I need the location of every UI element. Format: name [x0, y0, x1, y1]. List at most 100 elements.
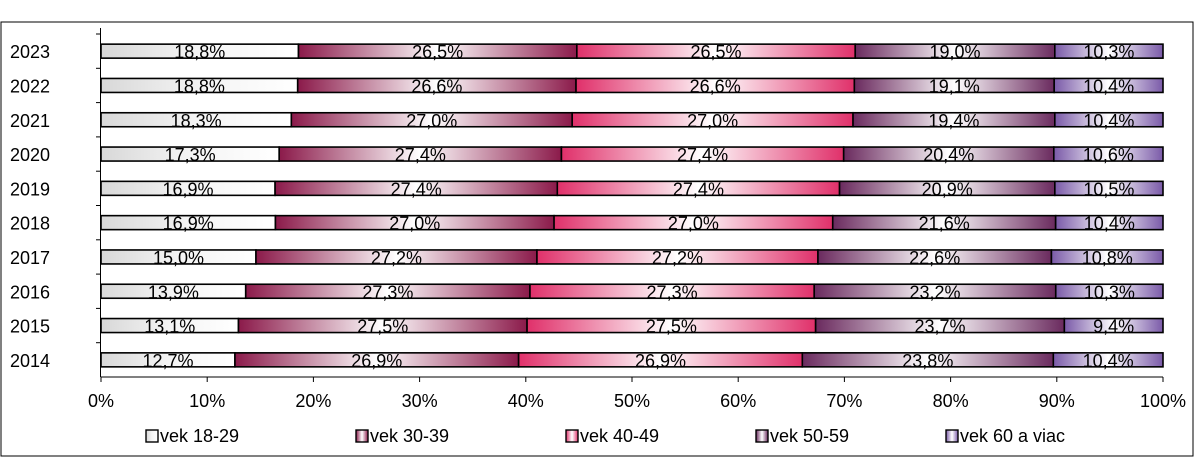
legend-label: vek 18-29 [160, 426, 239, 446]
data-label: 27,2% [652, 248, 703, 268]
x-tick-label: 20% [295, 391, 331, 411]
legend-item: vek 18-29 [145, 426, 239, 446]
x-tick-label: 30% [402, 391, 438, 411]
data-label: 23,8% [902, 351, 953, 371]
y-category-label: 2016 [10, 282, 50, 302]
y-category-label: 2014 [10, 351, 50, 371]
data-label: 10,4% [1083, 351, 1134, 371]
bar-segment [1054, 283, 1164, 300]
data-label: 18,8% [174, 76, 225, 96]
data-label: 27,4% [677, 145, 728, 165]
data-label: 26,5% [691, 42, 742, 62]
x-tick-label: 10% [189, 391, 225, 411]
legend-item: vek 40-49 [565, 426, 659, 446]
data-label: 22,6% [909, 248, 960, 268]
data-label: 27,4% [391, 179, 442, 199]
y-category-label: 2020 [10, 145, 50, 165]
bar-segment [1050, 249, 1164, 265]
data-label: 10,6% [1083, 145, 1134, 165]
data-label: 17,3% [165, 145, 216, 165]
data-label: 10,4% [1083, 111, 1134, 131]
data-label: 18,3% [171, 111, 222, 131]
x-tick-label: 40% [508, 391, 544, 411]
data-label: 27,3% [647, 282, 698, 302]
data-label: 10,4% [1084, 214, 1135, 234]
legend-swatch [355, 429, 369, 443]
data-label: 27,5% [357, 317, 408, 337]
data-label: 26,9% [351, 351, 402, 371]
bar-segment [1053, 146, 1164, 162]
y-category-label: 2021 [10, 111, 50, 131]
data-label: 27,0% [668, 214, 719, 234]
legend-swatch [145, 429, 159, 443]
x-tick-label: 60% [720, 391, 756, 411]
data-label: 18,8% [174, 42, 225, 62]
data-label: 27,0% [389, 214, 440, 234]
legend-item: vek 60 a viac [945, 426, 1065, 446]
bar-segment [1054, 111, 1164, 128]
legend-label: vek 60 a viac [960, 426, 1065, 446]
data-label: 13,1% [144, 317, 195, 337]
data-label: 13,9% [148, 282, 199, 302]
bar-segment [1054, 43, 1164, 59]
y-category-label: 2023 [10, 42, 50, 62]
data-labels-layer: 18,8% 26,5% 26,5% 19,0% 10,3% 18,8% 26,6% 26,6%… [142, 42, 1134, 371]
data-label: 10,8% [1082, 248, 1133, 268]
data-label: 27,0% [406, 111, 457, 131]
axis-layer: 0% 10% 20% 30% 40% 50% 60% 70% 80% 90% 100% 2023 202… [10, 28, 1186, 411]
x-tick-label: 70% [826, 391, 862, 411]
y-category-label: 2015 [10, 317, 50, 337]
partial-title [100, 0, 1100, 10]
data-label: 20,9% [922, 179, 973, 199]
data-label: 10,3% [1084, 282, 1135, 302]
legend-swatch [945, 429, 959, 443]
data-label: 16,9% [163, 214, 214, 234]
data-label: 10,3% [1083, 42, 1134, 62]
data-label: 19,4% [928, 111, 979, 131]
data-label: 27,5% [646, 317, 697, 337]
data-label: 23,7% [914, 317, 965, 337]
data-label: 26,5% [412, 42, 463, 62]
legend-swatch [755, 429, 769, 443]
legend-item: vek 30-39 [355, 426, 449, 446]
legend-swatch [565, 429, 579, 443]
data-label: 16,9% [163, 179, 214, 199]
legend-label: vek 50-59 [770, 426, 849, 446]
data-label: 26,9% [635, 351, 686, 371]
data-label: 27,4% [673, 179, 724, 199]
chart-border [0, 21, 1194, 457]
data-label: 19,0% [929, 42, 980, 62]
data-label: 27,3% [362, 282, 413, 302]
bar-segment [1063, 317, 1164, 334]
data-label: 10,5% [1083, 179, 1134, 199]
data-label: 19,1% [929, 76, 980, 96]
y-category-label: 2019 [10, 179, 50, 199]
data-label: 27,0% [687, 111, 738, 131]
x-tick-label: 100% [1140, 391, 1186, 411]
x-tick-label: 0% [88, 391, 114, 411]
data-label: 23,2% [909, 282, 960, 302]
data-label: 15,0% [153, 248, 204, 268]
y-category-label: 2017 [10, 248, 50, 268]
bar-segment [1053, 77, 1164, 94]
legend-label: vek 40-49 [580, 426, 659, 446]
data-label: 9,4% [1093, 317, 1134, 337]
y-category-label: 2018 [10, 214, 50, 234]
x-tick-label: 80% [933, 391, 969, 411]
data-label: 26,6% [690, 76, 741, 96]
data-label: 27,4% [395, 145, 446, 165]
data-label: 27,2% [371, 248, 422, 268]
legend: vek 18-29 vek 30-39 vek 40-49 vek 50-59 vek … [145, 426, 1065, 446]
bars-layer [100, 43, 1164, 368]
data-label: 10,4% [1083, 76, 1134, 96]
y-category-label: 2022 [10, 76, 50, 96]
legend-label: vek 30-39 [370, 426, 449, 446]
x-tick-label: 50% [614, 391, 650, 411]
data-label: 26,6% [411, 76, 462, 96]
bar-segment [1054, 214, 1164, 231]
legend-item: vek 50-59 [755, 426, 849, 446]
data-label: 21,6% [919, 214, 970, 234]
bar-segment [1054, 180, 1164, 197]
